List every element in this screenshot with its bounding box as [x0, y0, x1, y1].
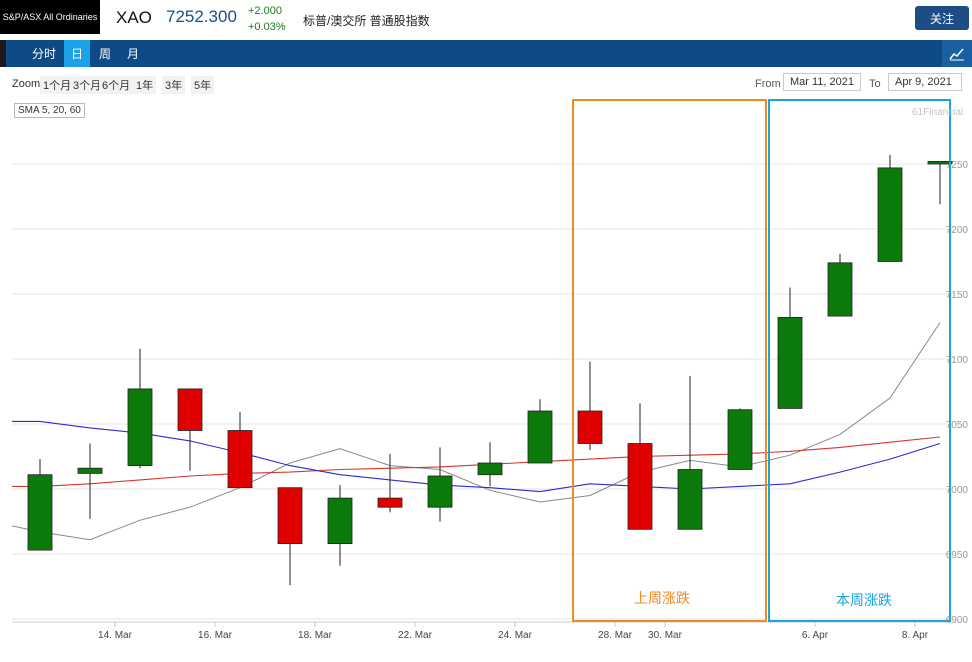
last-week-box — [572, 99, 767, 622]
candle-body — [227, 430, 253, 489]
zoom-6m[interactable]: 6个月 — [99, 76, 134, 94]
brand-watermark: 61Financial — [912, 107, 964, 118]
candle-body — [27, 474, 53, 551]
symbol: XAO — [116, 8, 152, 27]
candle-body — [377, 497, 403, 508]
this-week-box — [768, 99, 951, 622]
index-logo: S&P/ASX All Ordinaries — [0, 0, 100, 34]
y-tick-label: 7100 — [946, 355, 969, 366]
x-tick-label: 30. Mar — [648, 630, 683, 641]
x-tick-label: 18. Mar — [298, 630, 333, 641]
x-tick-label: 6. Apr — [802, 630, 829, 641]
x-tick-label: 22. Mar — [398, 630, 433, 641]
x-tick-label: 8. Apr — [902, 630, 929, 641]
y-tick-label: 6950 — [946, 550, 969, 561]
tab-weekly[interactable]: 周 — [98, 47, 111, 61]
x-tick-label: 14. Mar — [98, 630, 133, 641]
candle-body — [777, 316, 803, 409]
y-tick-label: 7050 — [946, 420, 969, 431]
from-date-input[interactable]: Mar 11, 2021 — [783, 73, 861, 91]
zoom-1y[interactable]: 1年 — [133, 76, 157, 94]
zoom-3m[interactable]: 3个月 — [70, 76, 105, 94]
indicator-label[interactable]: SMA 5, 20, 60 — [14, 103, 85, 118]
price-change: +2.000 +0.03% — [248, 3, 286, 35]
zoom-label: Zoom — [12, 78, 41, 90]
candle-body — [627, 443, 653, 530]
x-tick-label: 24. Mar — [498, 630, 533, 641]
candle-body — [527, 410, 553, 464]
last-week-label: 上周涨跌 — [634, 591, 690, 607]
candle-body — [427, 475, 453, 508]
range-toolbar: Zoom 1个月 3个月 6个月 1年 3年 5年 From Mar 11, 2… — [0, 70, 972, 98]
y-tick-label: 7150 — [946, 290, 969, 301]
candle-body — [277, 487, 303, 545]
to-date-input[interactable]: Apr 9, 2021 — [888, 73, 962, 91]
y-tick-label: 7200 — [946, 225, 969, 236]
y-tick-label: 6900 — [946, 615, 969, 626]
tab-monthly[interactable]: 月 — [126, 47, 139, 61]
this-week-label: 本周涨跌 — [836, 593, 892, 609]
tab-intraday[interactable]: 分时 — [31, 47, 56, 61]
index-name: 标普/澳交所 普通股指数 — [303, 14, 430, 28]
tab-daily[interactable]: 日 — [64, 40, 90, 67]
candle-body — [577, 410, 603, 444]
change-percent: +0.03% — [248, 21, 286, 33]
zoom-5y[interactable]: 5年 — [191, 76, 215, 94]
candle-body — [727, 409, 753, 470]
candle-body — [877, 167, 903, 262]
candle-body — [477, 462, 503, 476]
candle-body — [927, 160, 953, 165]
sma5-line — [11, 322, 941, 541]
y-tick-label: 7250 — [946, 160, 969, 171]
candle-body — [77, 467, 103, 474]
candle-body — [677, 469, 703, 530]
candle-body — [327, 497, 353, 545]
follow-button[interactable]: 关注 — [915, 6, 969, 30]
candle-body — [127, 388, 153, 466]
candle-body — [177, 388, 203, 431]
to-label: To — [869, 78, 881, 90]
change-value: +2.000 — [248, 5, 282, 17]
candle-body — [827, 262, 853, 317]
chart-type-icon[interactable] — [942, 40, 972, 67]
from-label: From — [755, 78, 781, 90]
sma20-line — [12, 436, 941, 487]
zoom-1m[interactable]: 1个月 — [40, 76, 75, 94]
zoom-3y[interactable]: 3年 — [162, 76, 186, 94]
x-tick-label: 16. Mar — [198, 630, 233, 641]
y-tick-label: 7000 — [946, 485, 969, 496]
x-tick-label: 28. Mar — [598, 630, 633, 641]
period-tabs: 分时 日 周 月 — [0, 40, 972, 67]
last-price: 7252.300 — [166, 7, 237, 26]
quote-header: S&P/ASX All Ordinaries XAO 7252.300 +2.0… — [0, 0, 972, 38]
